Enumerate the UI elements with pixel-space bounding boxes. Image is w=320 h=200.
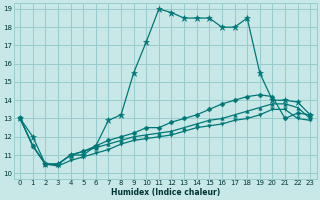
X-axis label: Humidex (Indice chaleur): Humidex (Indice chaleur) xyxy=(111,188,220,197)
